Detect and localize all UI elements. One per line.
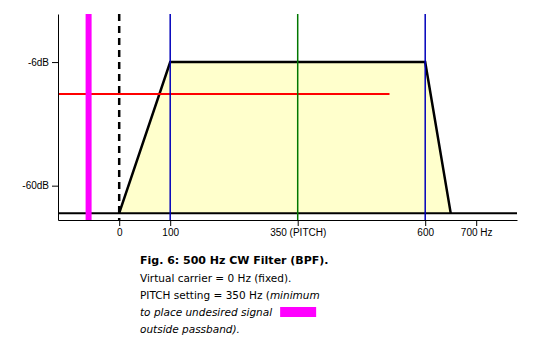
vertical-line — [424, 14, 426, 220]
caption-title: Fig. 6: 500 Hz CW Filter (BPF). — [140, 254, 329, 267]
caption-text: outside passband). — [140, 323, 240, 335]
y-axis-line — [58, 15, 59, 221]
caption-text: PITCH setting = 350 Hz ( — [140, 289, 270, 301]
caption-text: minimum — [270, 289, 320, 301]
y-tick-label: -6dB — [28, 57, 49, 68]
caption-line: PITCH setting = 350 Hz (minimum — [140, 289, 320, 301]
x-tick-label: 100 — [162, 227, 179, 238]
vertical-line — [297, 14, 299, 220]
y-tick: -6dB — [28, 57, 58, 68]
x-tick-mark — [425, 220, 426, 226]
x-tick-label: 350 (PITCH) — [270, 227, 326, 238]
filter-area — [119, 62, 451, 213]
plot-area — [58, 14, 517, 220]
caption-line: outside passband). — [140, 323, 240, 335]
y-tick-label: -60dB — [22, 180, 49, 191]
caption-line: Virtual carrier = 0 Hz (fixed). — [140, 272, 291, 284]
y-tick-mark — [52, 62, 58, 63]
series-line — [58, 93, 390, 95]
caption-text: to place undesired signal — [140, 306, 272, 318]
vertical-line — [118, 14, 121, 220]
x-tick-label: 700 Hz — [461, 227, 493, 238]
y-tick-mark — [52, 186, 58, 187]
x-tick: 600 — [417, 220, 434, 238]
x-tick-mark — [119, 220, 120, 226]
chart-container: 0 100 350 (PITCH) 600 700 Hz -60dB -6dB Fig. 6:… — [0, 0, 539, 362]
x-tick-mark — [476, 220, 477, 226]
x-tick-mark — [298, 220, 299, 226]
caption-text: Virtual carrier = 0 Hz (fixed). — [140, 272, 291, 284]
x-axis-line — [59, 220, 518, 221]
magenta-swatch — [280, 307, 316, 317]
y-axis: -60dB -6dB — [22, 15, 58, 221]
series-line — [58, 212, 517, 214]
x-tick: 700 Hz — [461, 220, 493, 238]
chart-svg: 0 100 350 (PITCH) 600 700 Hz -60dB -6dB Fig. 6:… — [0, 0, 539, 362]
x-tick: 350 (PITCH) — [270, 220, 326, 238]
x-axis: 0 100 350 (PITCH) 600 700 Hz — [59, 220, 518, 238]
x-tick-label: 600 — [417, 227, 434, 238]
vertical-line — [86, 14, 92, 220]
series-line — [119, 62, 451, 213]
vertical-line — [169, 14, 171, 220]
y-tick: -60dB — [22, 180, 58, 191]
x-tick-label: 0 — [117, 227, 123, 238]
x-tick: 100 — [162, 220, 179, 238]
caption-line: to place undesired signal — [140, 306, 272, 318]
x-tick-mark — [170, 220, 171, 226]
x-tick: 0 — [117, 220, 123, 238]
